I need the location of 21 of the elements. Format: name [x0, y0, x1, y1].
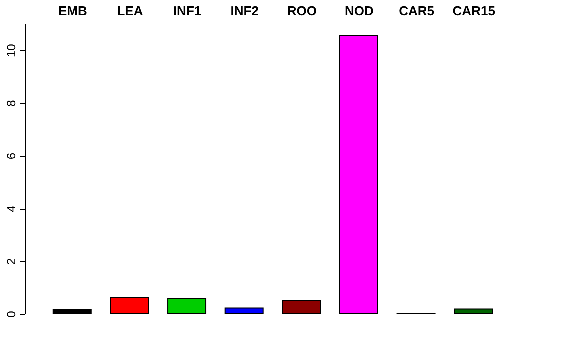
x-tick-label: EMB — [58, 4, 88, 18]
bar — [224, 308, 264, 314]
bar — [339, 35, 378, 314]
x-tick-label: INF2 — [230, 4, 259, 18]
x-tick-label: CAR5 — [399, 4, 434, 18]
x-tick-label: NOD — [345, 4, 374, 18]
x-tick-label: ROO — [287, 4, 317, 18]
y-tick-label: 8 — [4, 100, 18, 107]
y-tick-label: 2 — [4, 258, 18, 266]
bar — [52, 309, 92, 314]
x-tick-label: LEA — [117, 4, 144, 18]
bar — [110, 297, 150, 314]
y-tick-label: 4 — [4, 205, 18, 212]
bar — [168, 298, 207, 314]
x-tick-label: CAR15 — [452, 4, 496, 18]
x-tick-label: INF1 — [173, 4, 202, 18]
y-tick-label: 0 — [4, 310, 18, 318]
bar — [454, 308, 494, 314]
y-tick-label: 6 — [4, 152, 18, 160]
bar — [282, 300, 322, 314]
y-tick-label: 10 — [4, 44, 18, 58]
